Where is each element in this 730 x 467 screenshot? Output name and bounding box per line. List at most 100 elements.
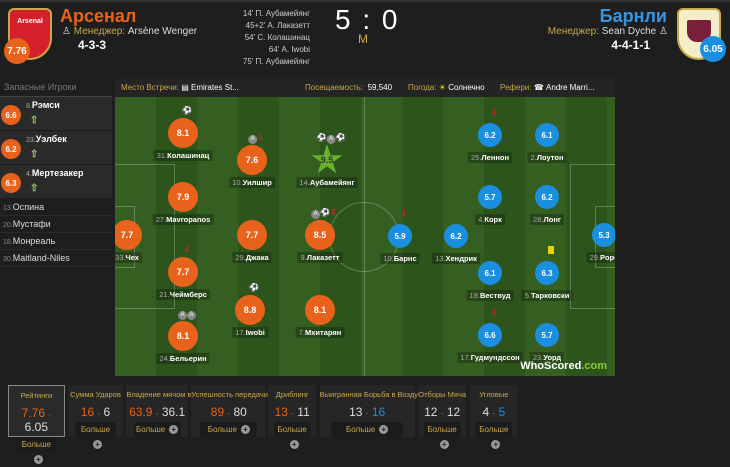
player-name: 28.Лонг xyxy=(530,214,564,225)
bench-player[interactable]: 30.Maitland-Niles xyxy=(0,250,112,267)
assist-icon: A xyxy=(311,210,321,219)
whistle-icon: ☎ xyxy=(533,83,544,92)
stat-7[interactable]: Угловые 4 - 5 Больше+ xyxy=(469,385,518,449)
away-team-name[interactable]: Барнли xyxy=(599,6,667,26)
sun-icon: ☀ xyxy=(438,83,446,92)
venue: Место Встречи: ▤ Emirates St... xyxy=(121,83,239,92)
player-name: 21.Чеймберс xyxy=(156,289,210,300)
stat-title: Успешность передачи в % xyxy=(191,390,283,399)
plus-icon: + xyxy=(240,425,250,434)
player-name: 33.Чех xyxy=(115,252,142,263)
player-name: 8.Рэмси xyxy=(26,100,60,110)
stat-title: Рейтинги xyxy=(20,391,53,400)
player-rating: 5.3 xyxy=(592,223,615,247)
score: 5 : 0 xyxy=(335,4,400,35)
bench-player[interactable]: 18.Монреаль xyxy=(0,233,112,250)
sub-player[interactable]: 6.6 8.Рэмси ⇧ xyxy=(0,97,112,131)
stat-4[interactable]: Дриблинг 13 - 11 Больше+ xyxy=(268,385,317,449)
stat-2[interactable]: Владение мячом в % 63.9 - 36.1 Больше + xyxy=(126,385,201,437)
player-name: 18.Вествуд xyxy=(466,290,514,301)
sub-off-arrow-icon: ⇩ xyxy=(183,245,191,254)
player-name: 2.Лоутон xyxy=(527,152,567,163)
stadium-icon: ▤ xyxy=(181,83,189,92)
goal-ball-icon: ⚽ xyxy=(316,133,327,142)
player-name: 4.Корк xyxy=(475,214,505,225)
sub-off-arrow-icon: ⇩ xyxy=(400,209,408,218)
player-name: 13.Хендрик xyxy=(432,253,480,264)
goal-item: 45+2' А. Лаказетт xyxy=(245,21,310,30)
more-button[interactable]: Больше+ xyxy=(133,422,181,437)
plus-icon: + xyxy=(92,440,102,449)
player-rating: 8.5 xyxy=(305,220,335,250)
stat-6[interactable]: Отборы Мяча 12 - 12 Больше+ xyxy=(418,385,467,449)
player-rating: 7.6 xyxy=(237,145,267,175)
stat-values: 13 - 16 xyxy=(349,405,386,419)
more-button[interactable]: Больше+ xyxy=(15,437,58,464)
bench-player[interactable]: 13.Оспина xyxy=(0,199,112,216)
more-button[interactable]: Больше+ xyxy=(331,422,404,437)
match-status: M xyxy=(358,32,368,46)
more-button[interactable]: Больше+ xyxy=(273,422,311,449)
stat-3[interactable]: Успешность передачи в % 89 - 80 Больше + xyxy=(191,385,283,437)
assist-icon: A xyxy=(178,311,187,320)
bench-player[interactable]: 20.Мустафи xyxy=(0,216,112,233)
pitch: WhoScored.com 8.1 31.Колашинац ⚽ 7.6 10.Уилш… xyxy=(115,97,615,376)
player-events: ⇩ xyxy=(184,245,191,254)
sub-player[interactable]: 6.3 4.Мертезакер ⇧ xyxy=(0,165,112,199)
more-button[interactable]: Больше+ xyxy=(423,422,461,449)
player-name: 5.Тарковски xyxy=(521,290,573,301)
player-rating: 5.7 xyxy=(535,323,559,347)
stat-values: 16 - 6 xyxy=(80,405,111,419)
player-name: 24.Бельерин xyxy=(156,353,210,364)
stat-5[interactable]: Выигранная Борьба в Воздухе 13 - 16 Больше… xyxy=(319,385,426,437)
away-formation: 4-4-1-1 xyxy=(611,38,650,52)
plus-icon: + xyxy=(379,425,389,434)
player-events: ⚽ xyxy=(182,106,192,115)
goal-item: 54' С. Колашинац xyxy=(244,33,310,42)
sub-off-arrow-icon: ⇩ xyxy=(257,133,264,142)
substitutes-header: Запасные Игроки xyxy=(0,80,112,97)
player-events: ⚽ xyxy=(249,283,259,292)
assist-icon: A xyxy=(248,135,258,144)
player-name: 14.Аубамейянг xyxy=(296,177,358,188)
home-team-rating: 7.76 xyxy=(4,38,30,64)
sub-off-arrow-icon: ⇩ xyxy=(490,308,498,317)
goal-item: 14' П. Аубамейянг xyxy=(242,9,310,18)
yellow-card-icon xyxy=(548,246,554,254)
player-rating: 6.6 xyxy=(1,105,21,125)
stat-title: Владение мячом в % xyxy=(126,390,201,399)
sub-player[interactable]: 6.2 23.Уэлбек ⇧ xyxy=(0,131,112,165)
whoscored-watermark: WhoScored.com xyxy=(520,360,607,372)
more-button[interactable]: Больше+ xyxy=(475,422,513,449)
player-name: 29.Джака xyxy=(232,252,272,263)
player-name: 23.Уорд xyxy=(529,352,565,363)
home-manager: ♙ Менеджер: Arsène Wenger xyxy=(62,26,198,37)
player-rating: 6.2 xyxy=(1,139,21,159)
plus-icon: + xyxy=(169,425,179,434)
burnley-crest[interactable] xyxy=(677,8,721,60)
stats-bar: Рейтинги 7.76 - 6.05 Больше+ Сумма Ударов 16… xyxy=(8,385,724,464)
player-name: 29.Pope xyxy=(586,252,615,263)
player-rating: 6.6 xyxy=(478,323,502,347)
more-button[interactable]: Больше+ xyxy=(200,422,258,437)
player-events: ⇩ xyxy=(491,308,498,317)
stat-values: 13 - 11 xyxy=(274,405,310,419)
player-rating: 8.1 xyxy=(305,295,335,325)
player-name: 25.Леннон xyxy=(467,152,513,163)
referee: Рефери: ☎ Andre Marri... xyxy=(500,83,595,92)
stat-title: Сумма Ударов xyxy=(70,390,121,399)
stat-1[interactable]: Сумма Ударов 16 - 6 Больше+ xyxy=(68,385,123,449)
player-rating: 7.9 xyxy=(168,182,198,212)
goal-item: 75' П. Аубамейянг xyxy=(242,57,310,66)
away-team-rating: 6.05 xyxy=(700,36,726,62)
goal-list: 14' П. Аубамейянг 45+2' А. Лаказетт 54' … xyxy=(200,8,310,68)
player-rating: 6.2 xyxy=(535,185,559,209)
stat-title: Отборы Мяча xyxy=(418,390,467,399)
plus-icon: + xyxy=(289,440,299,449)
home-team-name[interactable]: Арсенал xyxy=(60,6,137,26)
player-name: 10.Уилшир xyxy=(229,177,275,188)
more-button[interactable]: Больше+ xyxy=(74,422,117,449)
stat-0[interactable]: Рейтинги 7.76 - 6.05 Больше+ xyxy=(8,385,65,464)
crest-shield-icon xyxy=(687,20,711,42)
player-rating: 8.1 xyxy=(168,118,198,148)
